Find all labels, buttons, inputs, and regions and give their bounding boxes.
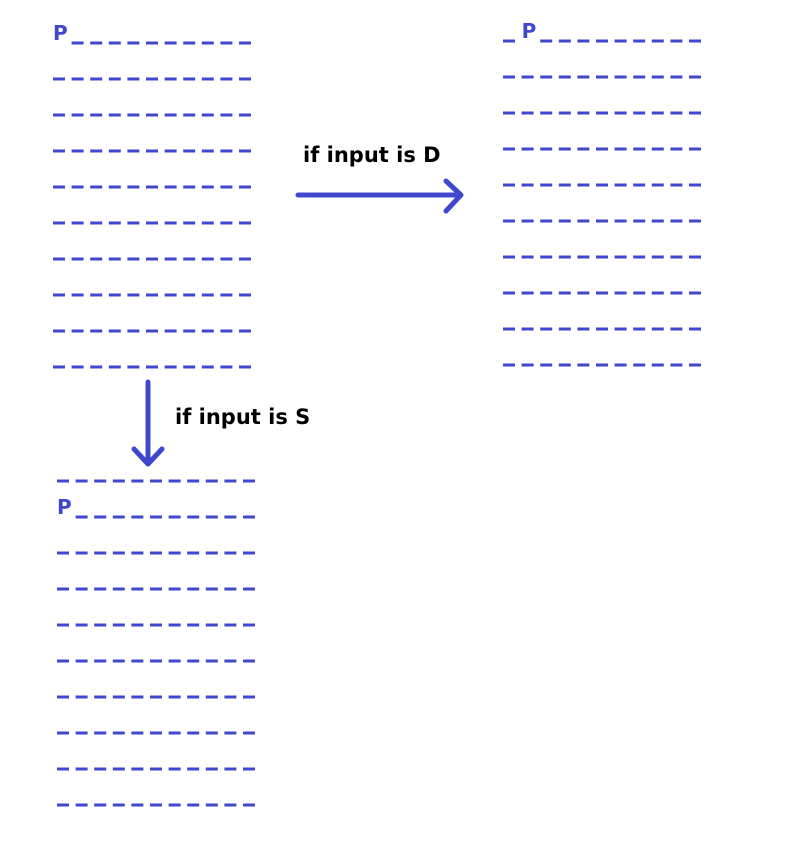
transition-label-d: if input is D — [303, 143, 441, 167]
player-marker: P — [57, 495, 72, 519]
grid-after-s: P — [57, 479, 255, 807]
player-marker: P — [522, 19, 537, 43]
grid-initial-state: P — [53, 21, 251, 369]
arrow-down — [131, 379, 165, 467]
player-marker: P — [53, 21, 68, 45]
transition-label-s: if input is S — [175, 405, 310, 429]
grid-after-d: P — [503, 19, 701, 367]
arrow-right — [295, 178, 464, 214]
